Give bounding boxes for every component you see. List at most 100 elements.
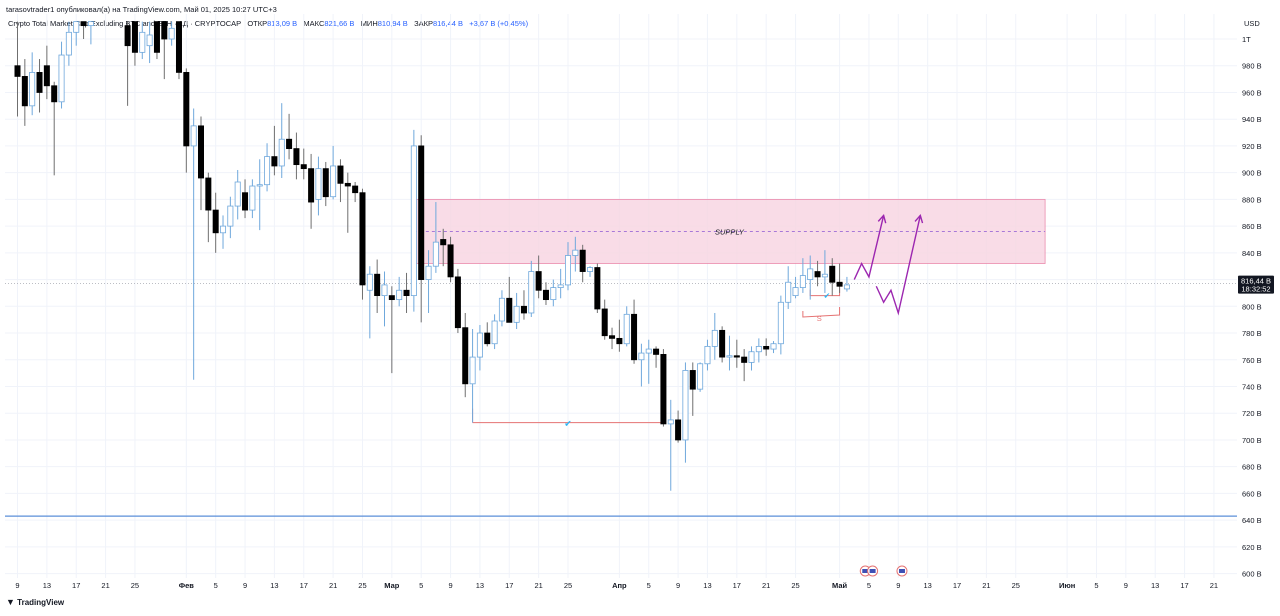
y-tick-label: 720 B	[1242, 409, 1262, 418]
check-mark-icon: ✔	[824, 292, 831, 301]
candle-body	[161, 21, 168, 40]
candle-body	[43, 65, 50, 87]
candle-body	[594, 267, 601, 310]
candle-body	[638, 352, 645, 361]
us-flag-icon-stripe	[862, 569, 869, 573]
candle-body	[197, 125, 204, 179]
y-tick-label: 920 B	[1242, 142, 1262, 151]
y-tick-label: 680 B	[1242, 463, 1262, 472]
x-tick-label: 5	[214, 581, 218, 590]
candle-body	[308, 168, 315, 203]
interval-label[interactable]: 1Д	[178, 19, 189, 28]
x-tick-label: 21	[329, 581, 337, 590]
open-label: ОТКР	[247, 19, 268, 28]
candle-body	[227, 205, 234, 227]
x-tick-label: 13	[270, 581, 278, 590]
y-tick-label: 840 B	[1242, 249, 1262, 258]
x-tick-label: 9	[676, 581, 680, 590]
candle-body	[440, 239, 447, 246]
y-tick-label: 620 B	[1242, 543, 1262, 552]
candle-body	[484, 332, 491, 345]
candle-body	[146, 34, 153, 47]
candle-body	[711, 329, 718, 347]
y-tick-label: 600 B	[1242, 570, 1262, 579]
x-tick-label: 25	[358, 581, 366, 590]
y-tick-label: 660 B	[1242, 489, 1262, 498]
high-label: МАКС	[303, 19, 325, 28]
candle-body	[21, 76, 28, 107]
x-tick-label: 17	[733, 581, 741, 590]
candle-body	[719, 329, 726, 358]
candle-body	[660, 354, 667, 425]
candle-body	[726, 355, 733, 358]
candle-body	[330, 165, 337, 198]
candle-body	[139, 31, 146, 53]
projection-path-1	[853, 215, 885, 280]
candle-body	[352, 185, 359, 194]
candle-body	[572, 249, 579, 256]
low-label: МИН	[360, 19, 378, 28]
candle-body	[785, 281, 792, 303]
x-tick-label: 13	[1151, 581, 1159, 590]
candle-body	[821, 273, 828, 278]
s-marker-bracket	[802, 306, 841, 318]
candle-body	[777, 301, 784, 345]
candle-body	[418, 145, 425, 280]
supply-zone	[413, 198, 1046, 264]
us-flag-icon-stripe	[898, 569, 905, 573]
candle-body	[535, 271, 542, 291]
candle-body	[733, 355, 740, 358]
candle-body	[403, 289, 410, 297]
candle-body	[87, 21, 94, 27]
y-tick-label: 940 B	[1242, 115, 1262, 124]
current-price-badge	[1238, 275, 1274, 294]
candle-body	[653, 348, 660, 355]
candle-body	[190, 125, 197, 147]
x-tick-label: 9	[448, 581, 452, 590]
candle-body	[168, 27, 175, 40]
x-tick-label: 25	[1012, 581, 1020, 590]
x-tick-label: 25	[131, 581, 139, 590]
close-value: 816,44 B	[432, 19, 463, 28]
x-tick-label: 13	[476, 581, 484, 590]
projection-arrowhead-1	[877, 213, 887, 224]
candle-body	[29, 72, 36, 107]
x-tick-label: 17	[300, 581, 308, 590]
y-tick-label: 860 B	[1242, 222, 1262, 231]
candle-body	[565, 255, 572, 286]
s-marker-label: S	[817, 314, 822, 323]
candle-body	[542, 289, 549, 301]
candle-body	[183, 72, 190, 147]
candle-body	[506, 297, 513, 323]
close-label: ЗАКР	[414, 19, 433, 28]
candle-body	[73, 21, 80, 33]
candle-body	[58, 54, 65, 103]
candle-body	[513, 305, 520, 323]
candle-body	[623, 313, 630, 345]
candle-body	[315, 168, 322, 200]
candle-body	[557, 284, 564, 288]
change-value: +3,67 B (+0,45%)	[469, 19, 529, 28]
candle-body	[337, 165, 344, 184]
candle-body	[212, 209, 219, 234]
y-tick-label: 880 B	[1242, 195, 1262, 204]
x-tick-label: Июн	[1059, 581, 1075, 590]
candle-body	[344, 182, 351, 187]
candle-body	[829, 265, 836, 283]
candle-body	[631, 313, 638, 361]
candle-body	[271, 156, 278, 167]
candle-body	[381, 284, 388, 297]
candle-body	[131, 21, 138, 53]
candle-body	[264, 156, 271, 186]
candle-body	[175, 21, 182, 73]
currency-label[interactable]: USD	[1244, 19, 1260, 28]
candle-body	[293, 148, 300, 166]
candle-body	[80, 21, 87, 27]
candle-body	[755, 345, 762, 353]
x-tick-label: 21	[762, 581, 770, 590]
projection-arrowhead-2	[914, 213, 924, 224]
candle-body	[601, 308, 608, 337]
x-tick-label: 17	[1180, 581, 1188, 590]
